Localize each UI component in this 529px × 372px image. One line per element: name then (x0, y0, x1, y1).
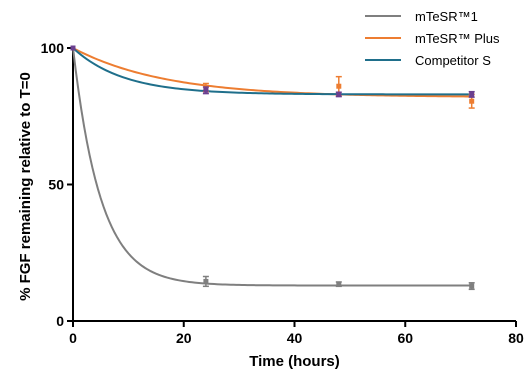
x-tick-label: 60 (397, 330, 413, 346)
y-tick-label: 50 (48, 177, 64, 193)
y-tick-label: 100 (41, 40, 65, 56)
fit-curves (72, 47, 472, 287)
data-point-series-3 (336, 91, 342, 97)
data-point-series-2 (336, 83, 342, 89)
data-markers (70, 45, 475, 291)
legend-label-series-3: Competitor S (415, 53, 491, 68)
y-axis-label: % FGF remaining relative to T=0 (17, 72, 34, 301)
fit-curve-series-2 (72, 47, 472, 98)
x-axis-label: Time (hours) (249, 353, 340, 370)
legend: mTeSR™1 mTeSR™ Plus Competitor S (365, 9, 500, 68)
y-tick-label: 0 (56, 313, 64, 329)
legend-label-series-2: mTeSR™ Plus (415, 31, 500, 46)
data-point-series-3 (70, 45, 76, 51)
data-point-series-2 (469, 98, 475, 104)
data-point-series-1 (336, 281, 342, 287)
x-tick-label: 80 (508, 330, 524, 346)
legend-label-series-1: mTeSR™1 (415, 9, 478, 24)
data-point-series-1 (203, 278, 209, 284)
axes (67, 47, 517, 327)
tick-labels: 0 20 40 60 80 0 50 100 (41, 40, 524, 346)
x-tick-label: 40 (287, 330, 303, 346)
x-tick-label: 0 (69, 330, 77, 346)
data-point-series-3 (469, 91, 475, 97)
fit-curve-series-3 (72, 47, 472, 96)
x-tick-label: 20 (176, 330, 192, 346)
fit-curve-series-1 (72, 47, 472, 287)
data-point-series-3 (203, 87, 209, 93)
data-point-series-1 (469, 283, 475, 289)
